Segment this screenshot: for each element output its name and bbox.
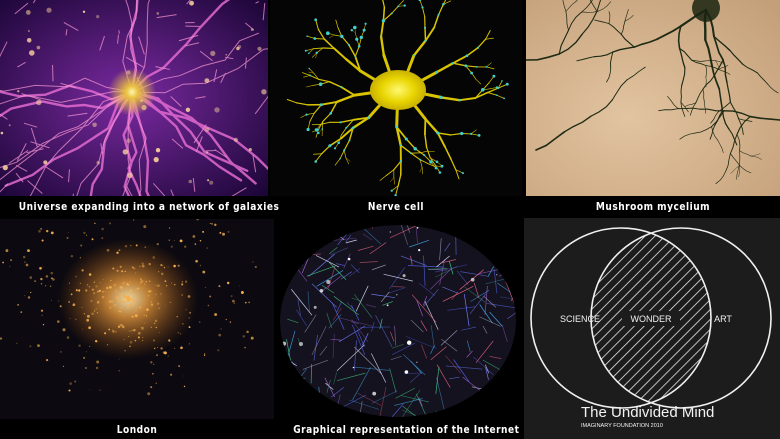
caption-internet: Graphical representation of the Internet xyxy=(293,424,520,436)
internet-map-image xyxy=(276,219,522,419)
venn-title: The Undivided Mind xyxy=(581,404,714,421)
art-circle xyxy=(590,227,772,409)
nerve-cell-image xyxy=(270,0,522,196)
venn-left-label: SCIENCE xyxy=(560,314,600,324)
venn-credit: IMAGINARY FOUNDATION 2010 xyxy=(581,423,663,429)
caption-nerve-cell: Nerve cell xyxy=(367,201,425,213)
caption-london: London xyxy=(116,424,158,436)
universe-image xyxy=(0,0,268,196)
caption-mycelium: Mushroom mycelium xyxy=(595,201,711,213)
science-circle xyxy=(530,227,712,409)
undivided-mind-venn: SCIENCE WONDER ART The Undivided Mind IM… xyxy=(524,218,780,439)
caption-universe: Universe expanding into a network of gal… xyxy=(18,201,280,213)
venn-right-label: ART xyxy=(714,314,732,324)
london-image xyxy=(0,219,274,419)
venn-center-label: WONDER xyxy=(631,314,672,324)
mycelium-image xyxy=(526,0,780,196)
